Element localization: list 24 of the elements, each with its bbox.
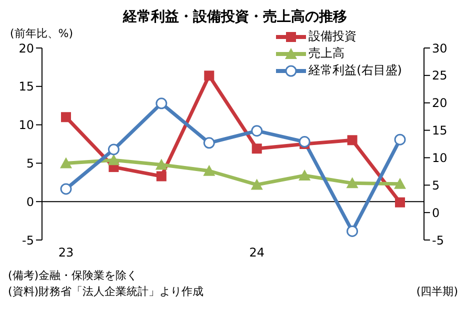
legend-label: 経常利益(右目盛) <box>308 62 402 79</box>
legend-label: 設備投資 <box>308 28 357 45</box>
chart-title: 経常利益・設備投資・売上高の推移 <box>122 8 348 26</box>
y2-tick-label: 5 <box>432 178 440 192</box>
y-tick-label: 20 <box>18 41 34 56</box>
text: (備考)金融・保険業を除く <box>8 268 139 284</box>
x-tick-label: 23 <box>58 246 74 260</box>
y-tick-label: 10 <box>18 118 34 132</box>
y-tick-label: 5 <box>26 156 34 170</box>
y2-tick-label: 30 <box>432 41 448 56</box>
y2-tick-label: -5 <box>432 233 444 248</box>
y2-tick-label: 15 <box>432 124 448 138</box>
x-tick-label: 24 <box>249 246 264 260</box>
legend-label: 売上高 <box>308 45 345 62</box>
y-tick-label: 0 <box>26 194 34 209</box>
y2-tick-label: 25 <box>432 68 448 83</box>
text: (資料)財務省「法人企業統計」より作成 <box>8 285 204 298</box>
x-axis-title: (四半期) <box>416 284 458 300</box>
y-axis-title: (前年比、%) <box>10 27 74 40</box>
y2-tick-label: 10 <box>432 150 448 165</box>
y2-tick-label: 0 <box>432 206 440 220</box>
y-tick-label: -5 <box>22 233 34 248</box>
y-tick-label: 15 <box>18 80 34 94</box>
y2-tick-label: 20 <box>432 96 448 110</box>
